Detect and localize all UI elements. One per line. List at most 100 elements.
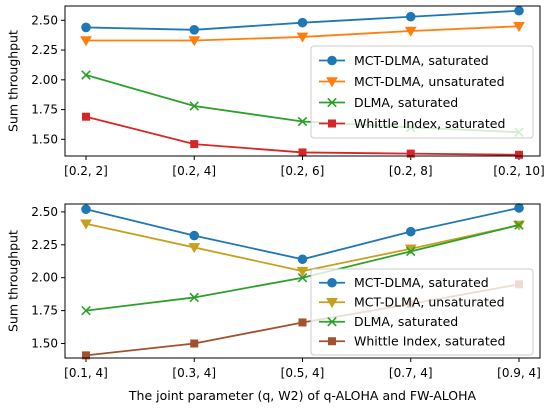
data-point — [298, 148, 307, 157]
data-point — [296, 32, 309, 43]
data-point-stroke-b — [189, 292, 200, 303]
data-point — [405, 246, 416, 257]
data-point-stroke-b — [81, 70, 91, 80]
legend: MCT-DLMA, saturated MCT-DLMA, unsaturated… — [310, 45, 534, 139]
data-point — [297, 116, 308, 127]
legend-label: MCT-DLMA, saturated — [354, 275, 489, 290]
y-tick-label: 1.75 — [31, 304, 58, 318]
legend-entry: MCT-DLMA, saturated — [319, 53, 489, 68]
series-4 — [82, 112, 523, 159]
legend-label: MCT-DLMA, unsaturated — [354, 74, 505, 89]
legend-frame — [310, 45, 534, 139]
x-tick-label: [0.2, 8] — [389, 164, 433, 178]
data-point — [189, 292, 200, 303]
legend-marker — [326, 77, 338, 88]
legend-entry: DLMA, saturated — [319, 314, 458, 329]
series-line — [85, 207, 520, 261]
data-point — [190, 339, 199, 348]
x-tick-label: [0.5, 4] — [281, 366, 325, 380]
legend-entry: DLMA, saturated — [319, 95, 458, 110]
x-tick-label: [0.2, 6] — [281, 164, 325, 178]
data-point — [82, 351, 90, 360]
legend-label: Whittle Index, saturated — [354, 116, 505, 131]
plot-frame — [64, 5, 541, 157]
y-axis-label: Sum throughput — [6, 30, 21, 132]
series-2 — [80, 21, 525, 47]
x-tick-label: [0.2, 10] — [493, 164, 544, 178]
data-point — [82, 112, 90, 121]
legend-marker — [327, 316, 337, 327]
y-tick-label: 2.25 — [31, 43, 58, 57]
series-1 — [81, 203, 524, 265]
y-tick-label: 1.75 — [31, 103, 58, 117]
data-point — [297, 254, 308, 265]
y-tick-label: 2.00 — [31, 271, 58, 285]
data-point — [513, 21, 525, 32]
y-tick-label: 2.50 — [31, 205, 58, 219]
y-tick-label: 1.50 — [31, 337, 58, 351]
legend-label: Whittle Index, saturated — [354, 334, 505, 349]
legend-marker — [328, 337, 336, 346]
data-point — [405, 226, 416, 237]
data-point — [189, 25, 200, 35]
data-point-stroke-b — [405, 246, 416, 257]
legend-entry: MCT-DLMA, saturated — [319, 275, 489, 290]
data-point — [297, 17, 308, 28]
data-point — [189, 101, 200, 111]
legend-marker-stroke-b — [327, 97, 337, 108]
legend-marker — [327, 97, 337, 108]
legend-marker — [326, 297, 338, 308]
data-point-stroke-b — [297, 116, 308, 127]
data-point — [81, 70, 91, 80]
data-point — [190, 140, 199, 149]
chart-panel-2: 1.50 1.75 2.00 2.25 2.50 [0.1, 4] [0.3, 4] [0.5… — [6, 203, 541, 403]
legend-marker — [327, 277, 337, 288]
data-point — [514, 203, 524, 213]
legend-marker-stroke-b — [327, 316, 337, 327]
legend-label: DLMA, saturated — [354, 314, 458, 329]
legend-label: MCT-DLMA, unsaturated — [354, 295, 505, 310]
series-1 — [81, 5, 524, 35]
data-point-stroke-b — [189, 101, 200, 111]
legend-marker — [327, 55, 337, 66]
x-tick-label: [0.1, 4] — [64, 366, 108, 380]
data-point — [80, 36, 92, 47]
legend: MCT-DLMA, saturated MCT-DLMA, unsaturated… — [310, 268, 534, 356]
x-axis-label: The joint parameter (q, W2) of q-ALOHA a… — [128, 388, 477, 403]
chart-panel-1: 1.50 1.75 2.00 2.25 2.50 [0.2, 2] [0.2, 4] [0.2… — [6, 5, 545, 178]
legend-entry: Whittle Index, saturated — [319, 334, 505, 349]
legend-frame — [310, 268, 534, 356]
data-point — [515, 150, 523, 159]
data-point — [81, 204, 91, 215]
data-point — [405, 11, 416, 22]
data-point — [188, 36, 201, 47]
series-3 — [81, 220, 524, 316]
y-tick-label: 2.00 — [31, 73, 58, 87]
data-point — [298, 318, 307, 327]
y-axis-label: Sum throughput — [6, 230, 21, 332]
data-point — [406, 149, 415, 158]
legend-entry: MCT-DLMA, unsaturated — [319, 74, 505, 89]
legend-marker — [328, 119, 336, 128]
x-tick-label: [0.7, 4] — [389, 366, 433, 380]
legend-entry: Whittle Index, saturated — [319, 116, 505, 131]
data-point — [297, 272, 308, 283]
data-point — [514, 220, 524, 230]
data-point — [81, 22, 91, 33]
data-point-stroke-b — [81, 305, 91, 316]
data-point — [514, 5, 524, 16]
data-point — [404, 26, 417, 37]
data-point — [296, 266, 309, 277]
x-tick-label: [0.2, 2] — [64, 164, 108, 178]
legend-label: MCT-DLMA, saturated — [354, 53, 489, 68]
data-point-stroke-b — [297, 272, 308, 283]
y-tick-label: 1.50 — [31, 132, 58, 146]
legend-label: DLMA, saturated — [354, 95, 458, 110]
series-2 — [80, 219, 525, 277]
plot-frame — [64, 203, 541, 359]
data-point — [81, 305, 91, 316]
x-tick-label: [0.2, 4] — [172, 164, 216, 178]
data-point — [189, 230, 200, 241]
data-point — [80, 219, 92, 230]
